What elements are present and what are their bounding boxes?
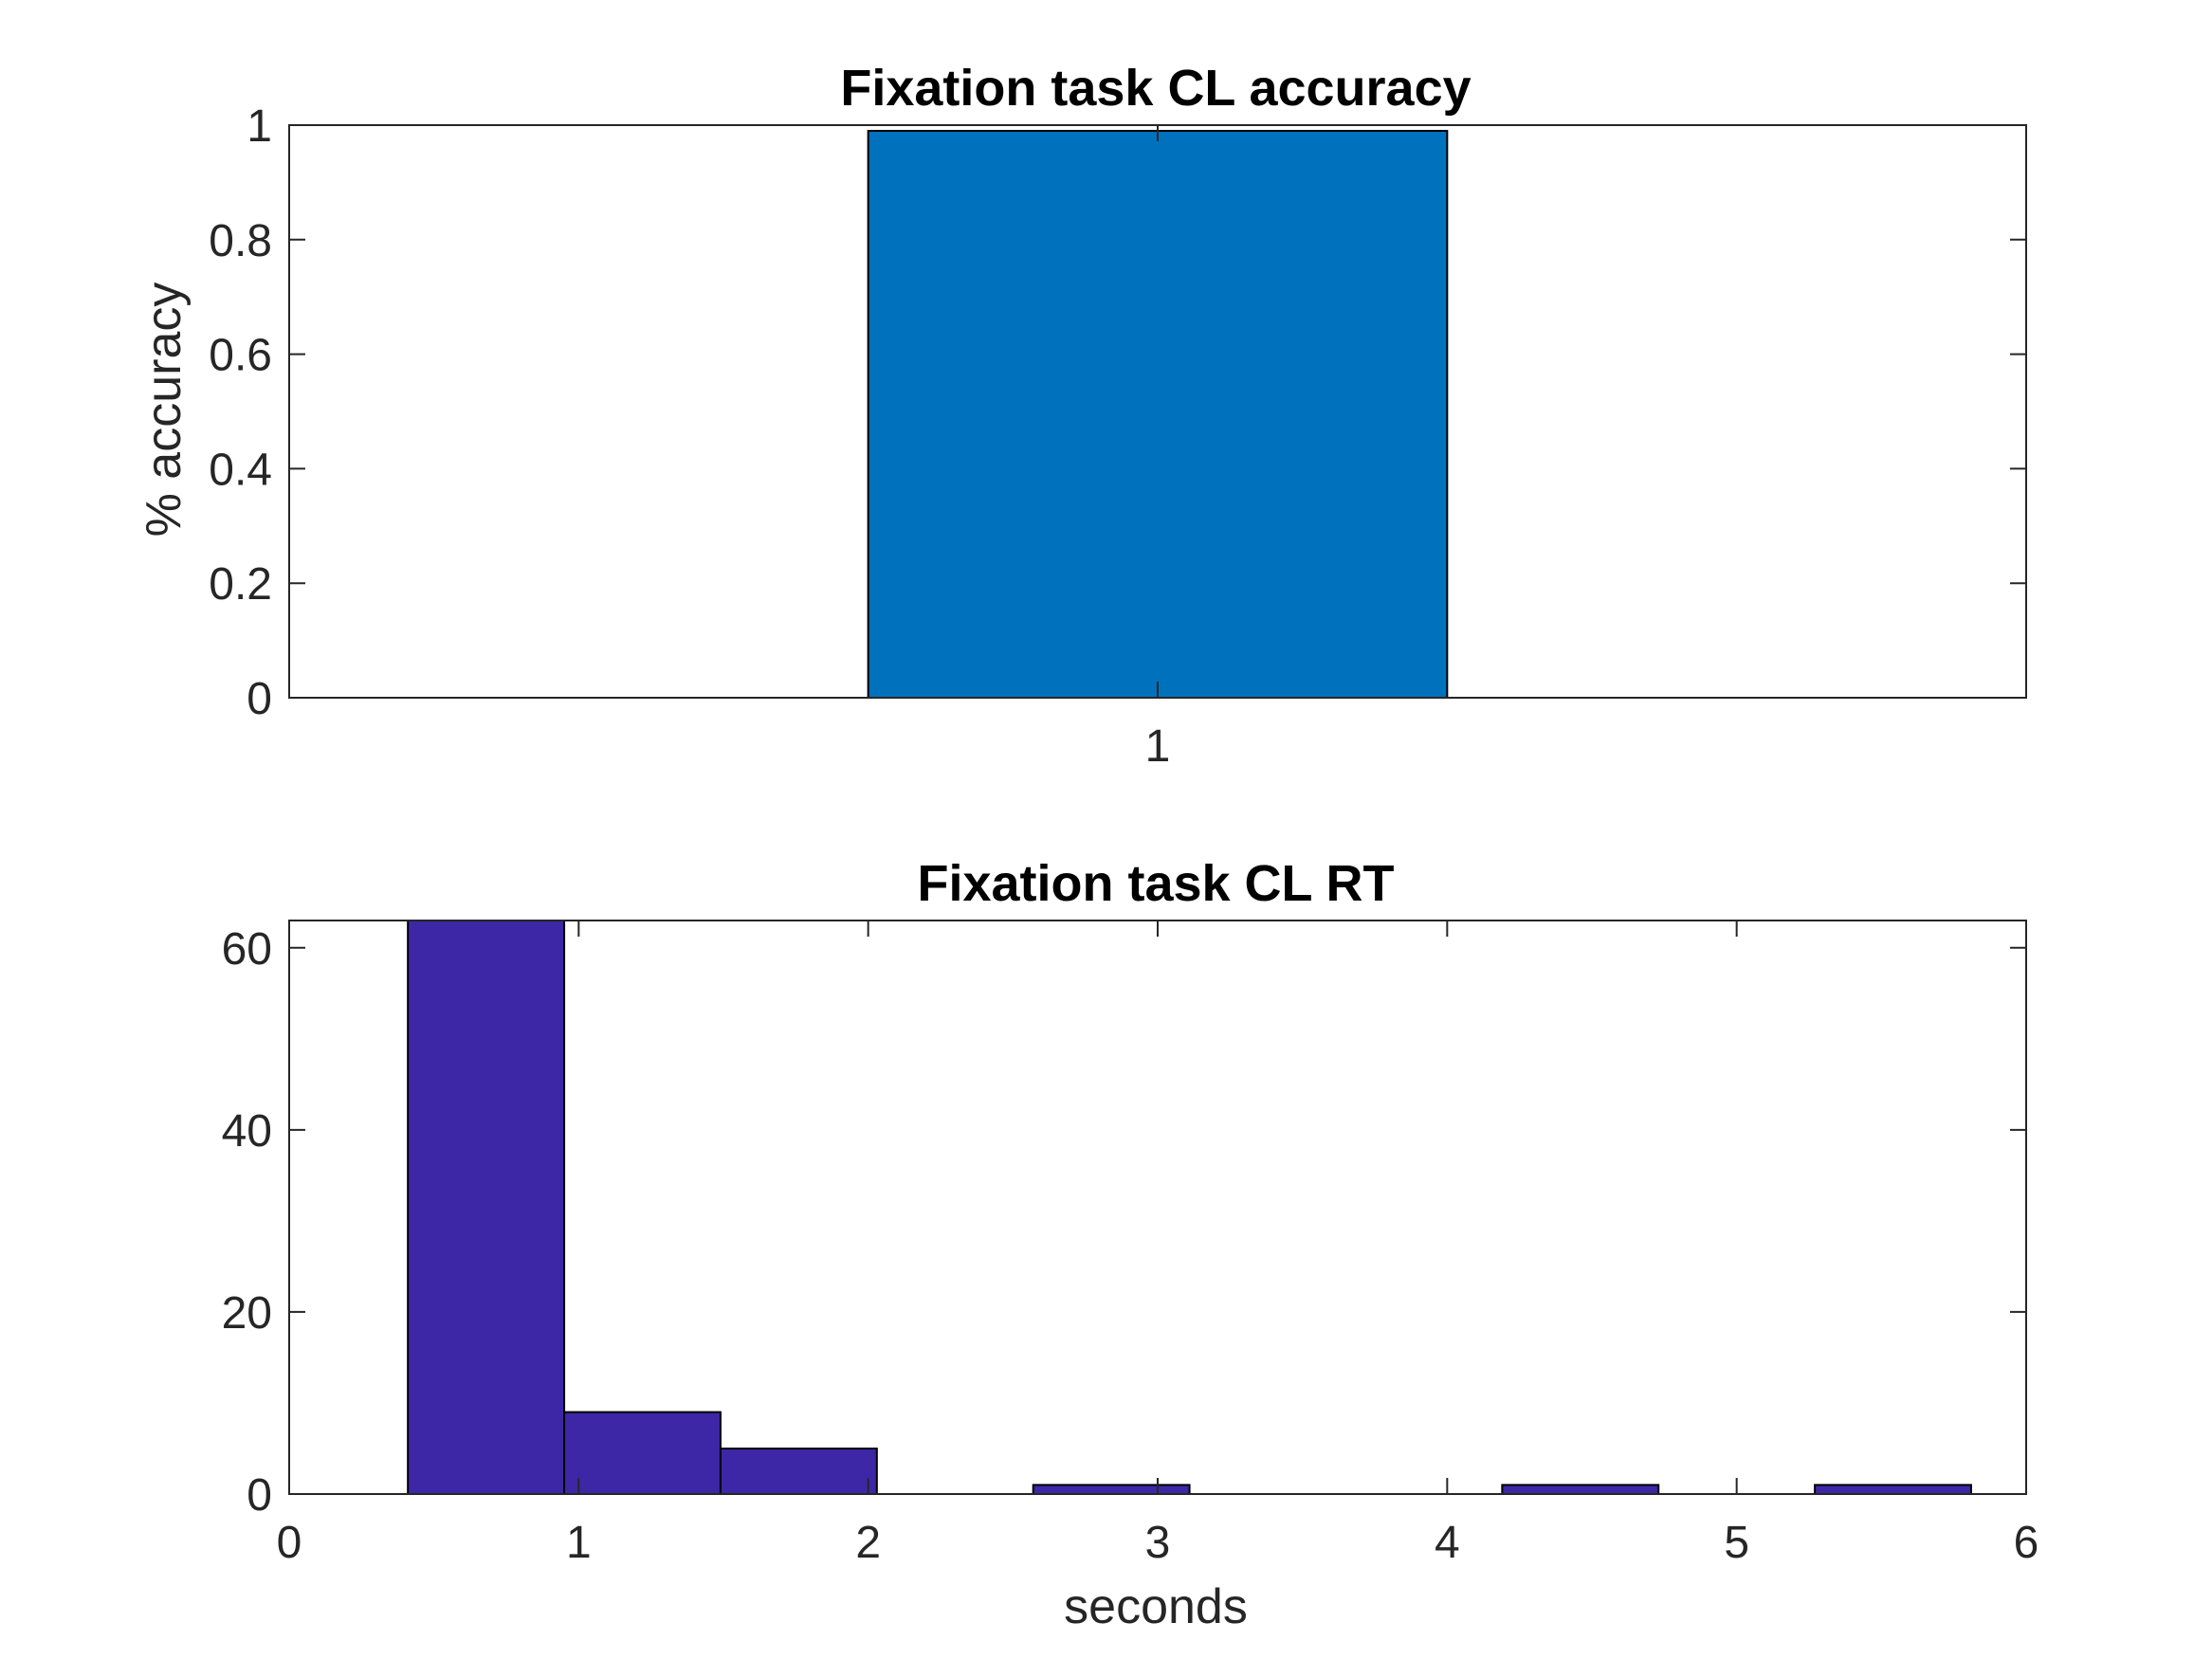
- rt-histogram-title: Fixation task CL RT: [917, 855, 1394, 912]
- rt-histogram-bar: [719, 1447, 878, 1496]
- accuracy-y-tick-label: 0.2: [209, 559, 272, 610]
- rt-histogram-axes: 0 20 40 60 0 1 2 3 4 5 6: [222, 920, 2039, 1568]
- accuracy-x-tick-label: 1: [1145, 721, 1171, 772]
- rt-histogram-bar: [563, 1411, 722, 1495]
- rt-histogram-chart: Fixation task CL RT seconds 0 20 40 60 0 1 2 3 4…: [222, 855, 2039, 1634]
- accuracy-y-tick-label: 0.8: [209, 216, 272, 266]
- accuracy-y-tick-label: 0.6: [209, 331, 272, 381]
- rt-y-tick-label: 40: [222, 1106, 272, 1157]
- accuracy-y-tick-label: 0: [247, 674, 272, 724]
- rt-x-tick-label: 5: [1724, 1518, 1749, 1568]
- rt-histogram-bar: [1501, 1484, 1660, 1496]
- rt-histogram-bar: [1032, 1484, 1191, 1496]
- rt-y-tick-label: 0: [247, 1470, 272, 1521]
- accuracy-y-tick-label: 1: [247, 101, 272, 152]
- rt-x-tick-label: 2: [855, 1518, 881, 1568]
- rt-histogram-bar: [407, 920, 566, 1495]
- accuracy-bars: [867, 130, 1449, 700]
- rt-x-tick-label: 6: [2014, 1518, 2039, 1568]
- accuracy-axes: 0 0.2 0.4 0.6 0.8 1 1: [209, 101, 2027, 772]
- accuracy-chart-title: Fixation task CL accuracy: [840, 60, 1471, 117]
- rt-y-tick-label: 60: [222, 924, 272, 975]
- rt-y-tick-label: 20: [222, 1288, 272, 1339]
- accuracy-y-axis-label: % accuracy: [137, 283, 192, 538]
- accuracy-y-tick-label: 0.4: [209, 445, 272, 495]
- accuracy-chart: Fixation task CL accuracy % accuracy 0 0.…: [137, 60, 2027, 772]
- rt-x-tick-label: 3: [1145, 1518, 1171, 1568]
- accuracy-bar: [867, 130, 1449, 700]
- rt-x-axis-label: seconds: [1064, 1579, 1248, 1634]
- rt-x-tick-label: 0: [277, 1518, 302, 1568]
- rt-x-tick-label: 1: [566, 1518, 592, 1568]
- rt-histogram-bar: [1814, 1484, 1972, 1496]
- rt-x-tick-label: 4: [1435, 1518, 1460, 1568]
- rt-histogram-bars: [407, 920, 1972, 1496]
